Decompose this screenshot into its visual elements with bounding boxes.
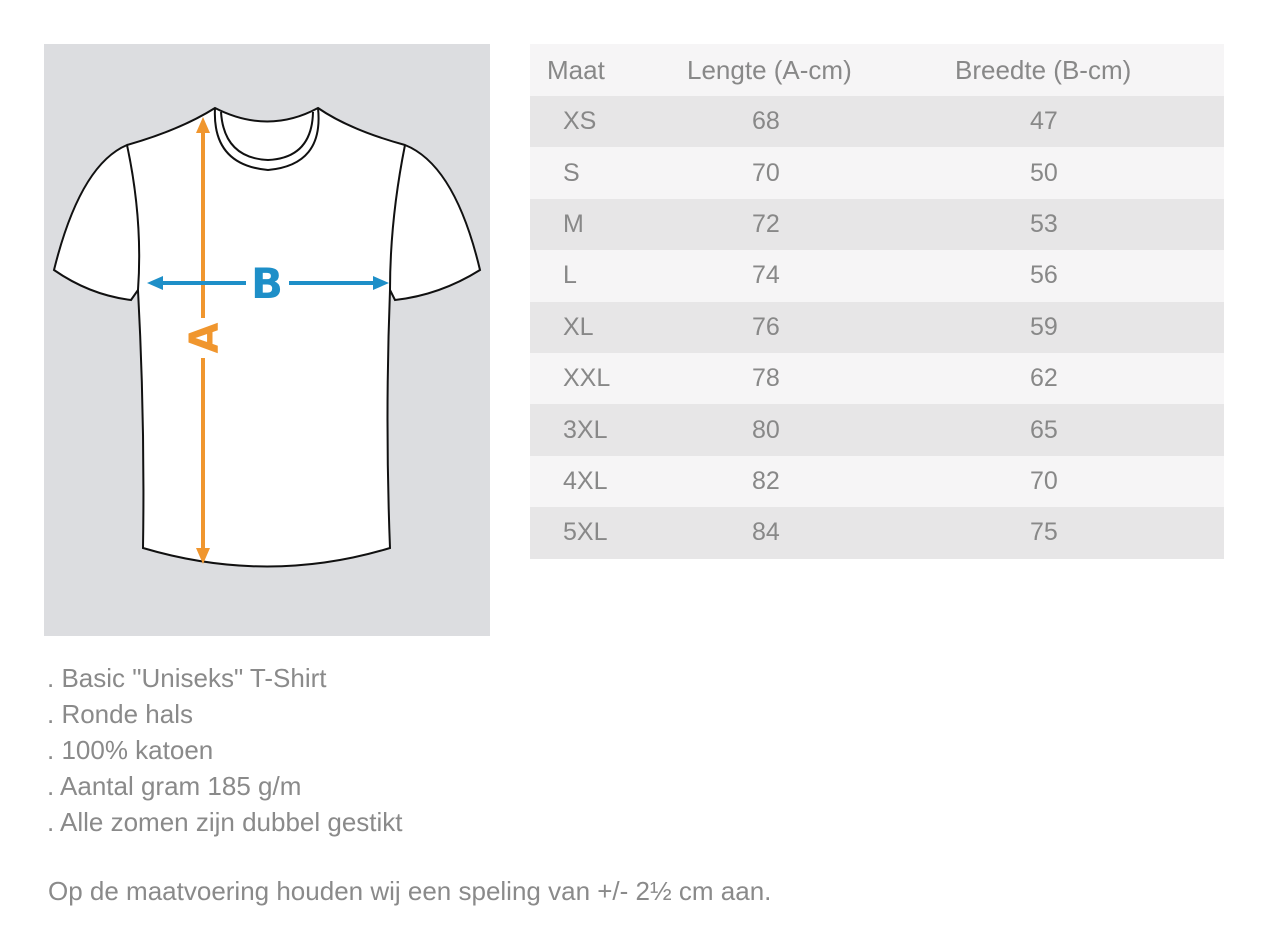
length-cell: 82 bbox=[752, 466, 780, 495]
width-cell: 75 bbox=[1030, 518, 1058, 547]
table-row: M 72 53 bbox=[530, 198, 1224, 251]
length-cell: 80 bbox=[752, 415, 780, 444]
header-width: Breedte (B-cm) bbox=[955, 54, 1132, 85]
width-label-b: B bbox=[251, 259, 283, 308]
width-cell: 47 bbox=[1030, 107, 1058, 136]
size-cell: XS bbox=[563, 107, 597, 136]
width-cell: 62 bbox=[1030, 364, 1058, 393]
length-cell: 70 bbox=[752, 158, 780, 187]
feature-item: . Alle zomen zijn dubbel gestikt bbox=[47, 807, 403, 837]
feature-item: . Aantal gram 185 g/m bbox=[47, 771, 302, 801]
length-cell: 78 bbox=[752, 364, 780, 393]
table-row: XXL 78 62 bbox=[530, 352, 1224, 405]
tshirt-outline bbox=[52, 106, 482, 568]
width-cell: 53 bbox=[1030, 209, 1058, 238]
table-row: 4XL 82 70 bbox=[530, 455, 1224, 508]
size-cell: 4XL bbox=[563, 466, 608, 495]
size-cell: S bbox=[563, 158, 580, 187]
tolerance-note: Op de maatvoering houden wij een speling… bbox=[48, 876, 772, 906]
length-cell: 84 bbox=[752, 518, 780, 547]
table-row: XL 76 59 bbox=[530, 301, 1224, 353]
table-row: 3XL 80 65 bbox=[530, 404, 1224, 456]
width-cell: 56 bbox=[1030, 261, 1058, 290]
header-size: Maat bbox=[547, 54, 605, 85]
size-cell: XL bbox=[563, 312, 594, 341]
length-cell: 74 bbox=[752, 261, 780, 290]
width-cell: 70 bbox=[1030, 466, 1058, 495]
feature-item: . Ronde hals bbox=[47, 699, 193, 729]
feature-item: . 100% katoen bbox=[47, 735, 214, 765]
size-cell: 3XL bbox=[563, 415, 608, 444]
table-row: 5XL 84 75 bbox=[530, 507, 1224, 559]
size-cell: L bbox=[563, 261, 577, 290]
header-length: Lengte (A-cm) bbox=[687, 54, 852, 85]
size-cell: 5XL bbox=[563, 518, 608, 547]
table-row: L 74 56 bbox=[530, 250, 1224, 302]
length-label-a: A bbox=[182, 322, 228, 353]
width-cell: 59 bbox=[1030, 312, 1058, 341]
feature-list: . Basic "Uniseks" T-Shirt . Ronde hals .… bbox=[47, 660, 403, 840]
width-cell: 65 bbox=[1030, 415, 1058, 444]
length-cell: 72 bbox=[752, 209, 780, 238]
length-cell: 68 bbox=[752, 107, 780, 136]
table-row: XS 68 47 bbox=[530, 96, 1224, 148]
table-row: S 70 50 bbox=[530, 147, 1224, 199]
size-table: Maat Lengte (A-cm) Breedte (B-cm) XS 68 47… bbox=[530, 44, 1224, 559]
length-cell: 76 bbox=[752, 312, 780, 341]
size-cell: M bbox=[563, 209, 584, 238]
table-header: Maat Lengte (A-cm) Breedte (B-cm) bbox=[530, 44, 1224, 96]
length-arrow bbox=[196, 117, 210, 564]
size-cell: XXL bbox=[563, 364, 611, 393]
feature-item: . Basic "Uniseks" T-Shirt bbox=[47, 663, 327, 693]
width-cell: 50 bbox=[1030, 158, 1058, 187]
width-arrow bbox=[147, 276, 389, 290]
